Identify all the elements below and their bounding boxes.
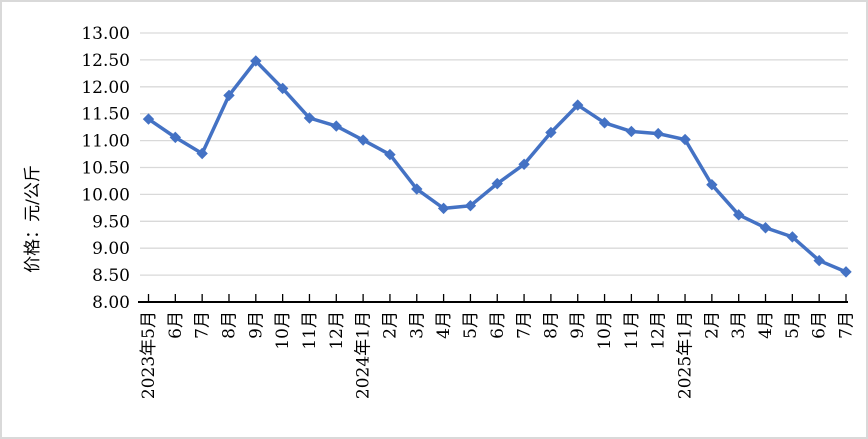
x-tick-label: 7月	[193, 311, 213, 339]
x-tick-label: 6月	[166, 311, 186, 339]
y-tick-label: 10.00	[81, 185, 130, 205]
x-tick-label: 2月	[380, 311, 400, 339]
data-point-marker	[732, 209, 745, 221]
x-tick-label: 11月	[622, 311, 642, 350]
x-tick-label: 12月	[327, 311, 347, 350]
data-point-marker	[196, 147, 208, 160]
x-tick-label: 11月	[300, 311, 320, 350]
x-tick-label: 10月	[595, 311, 615, 350]
x-tick-label: 4月	[756, 311, 776, 339]
y-tick-label: 12.00	[81, 78, 130, 98]
x-tick-label: 8月	[541, 311, 561, 339]
y-tick-label: 8.50	[92, 266, 130, 286]
data-point-marker	[411, 183, 423, 195]
x-tick-label: 6月	[810, 311, 830, 339]
y-tick-label: 11.00	[81, 132, 130, 152]
x-tick-label: 7月	[837, 311, 857, 339]
y-tick-label: 11.50	[81, 105, 130, 125]
data-point-marker	[169, 131, 182, 144]
y-tick-label: 9.00	[92, 239, 130, 259]
y-tick-label: 13.00	[81, 24, 130, 44]
x-tick-label: 9月	[246, 311, 266, 339]
data-point-marker	[598, 117, 611, 129]
x-tick-label: 3月	[407, 311, 427, 339]
data-point-marker	[303, 112, 316, 124]
x-tick-label: 2023年5月	[139, 311, 159, 399]
x-tick-label: 9月	[568, 311, 588, 339]
data-point-marker	[759, 222, 772, 234]
price-series-line	[146, 59, 848, 274]
x-tick-label: 2月	[702, 311, 722, 339]
data-point-marker	[786, 231, 799, 243]
data-point-marker	[276, 82, 289, 95]
data-point-marker	[464, 199, 477, 212]
x-tick-label: 12月	[649, 311, 669, 350]
data-point-marker	[679, 133, 691, 146]
data-point-marker	[518, 158, 530, 170]
x-tick-label: 7月	[515, 311, 535, 339]
x-tick-label: 10月	[273, 311, 293, 350]
x-tick-label: 5月	[783, 311, 803, 339]
data-point-marker	[491, 177, 503, 190]
x-tick-label: 2025年1月	[676, 311, 696, 399]
data-point-marker	[250, 55, 262, 67]
data-point-marker	[223, 89, 235, 102]
x-tick-label: 5月	[461, 311, 481, 339]
y-axis-title: 价格：元/公斤	[23, 165, 43, 273]
data-point-marker	[706, 179, 718, 191]
data-point-marker	[652, 127, 664, 140]
data-point-marker	[330, 120, 342, 132]
data-point-marker	[384, 148, 396, 161]
x-tick-label: 2024年1月	[354, 311, 374, 399]
data-point-marker	[840, 266, 852, 278]
data-point-marker	[357, 134, 369, 146]
x-tick-label: 6月	[488, 311, 508, 339]
data-point-marker	[572, 99, 584, 111]
x-tick-label: 8月	[219, 311, 239, 339]
x-tick-label: 4月	[434, 311, 454, 339]
x-tick-label: 3月	[729, 311, 749, 339]
y-tick-label: 10.50	[81, 159, 130, 179]
y-tick-label: 8.00	[92, 293, 130, 313]
data-point-marker	[545, 126, 557, 139]
data-point-marker	[142, 113, 155, 125]
data-point-marker	[813, 254, 825, 267]
y-tick-label: 12.50	[81, 51, 130, 71]
y-tick-label: 9.50	[92, 212, 130, 232]
data-point-marker	[437, 202, 450, 215]
data-point-marker	[625, 125, 638, 138]
